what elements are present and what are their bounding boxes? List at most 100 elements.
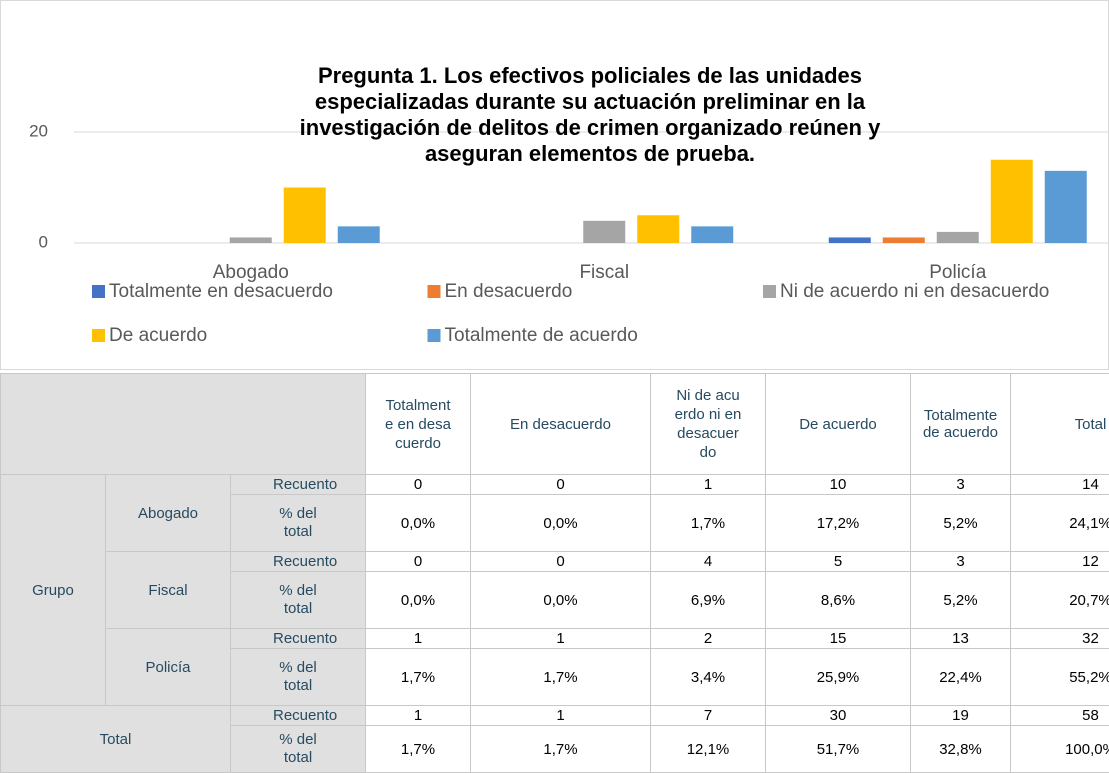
- x-tick-label: Fiscal: [579, 262, 629, 283]
- row-label: Recuento: [230, 474, 366, 495]
- cell: 1: [365, 628, 471, 649]
- group-label: Grupo: [0, 474, 106, 706]
- row-label-text: % del total: [279, 659, 317, 694]
- cell: 32,8%: [910, 725, 1011, 773]
- data-row: Total Recuento 1 1 7 30 19 58: [0, 705, 1109, 773]
- cell: 0,0%: [365, 494, 471, 552]
- cell: 0,0%: [470, 571, 651, 629]
- row-label-text: % del total: [279, 505, 317, 540]
- cell: 7: [650, 705, 766, 726]
- cell: 4: [650, 551, 766, 572]
- cell: 19: [910, 705, 1011, 726]
- legend-label: Totalmente en desacuerdo: [109, 281, 333, 302]
- cell: 1,7%: [365, 725, 471, 773]
- row-label: Recuento: [230, 628, 366, 649]
- row-label-text: % del total: [279, 582, 317, 617]
- column-header: Total: [1010, 373, 1109, 475]
- cell: 1,7%: [470, 648, 651, 706]
- x-tick-label: Abogado: [213, 262, 289, 283]
- data-row: Policía Recuento 1 1 2 15 13 32: [1, 628, 1109, 706]
- row-label: % del total: [230, 571, 366, 629]
- row-label-text: Recuento: [273, 552, 338, 570]
- cell: 12: [1010, 551, 1109, 572]
- data-row: % del total 1,7% 1,7% 3,4% 25,9% 22,4% 55,2%: [1, 648, 1109, 706]
- crosstab: Totalmente en desacuerdo En desacuerdo Ni …: [0, 373, 1109, 773]
- cell: 2: [650, 628, 766, 649]
- cell: 1: [470, 628, 651, 649]
- y-tick-label: 0: [39, 232, 48, 251]
- cell: 58: [1010, 705, 1109, 726]
- data-row: % del total 0,0% 0,0% 1,7% 17,2% 5,2% 24,1%: [1, 494, 1109, 552]
- column-header-text: De acuerdo: [799, 415, 877, 433]
- subgroup-label: Fiscal: [105, 551, 231, 629]
- bar: [828, 237, 871, 243]
- row-label-text: Recuento: [273, 706, 338, 724]
- cell: 10: [765, 474, 911, 495]
- cell: 30: [765, 705, 911, 726]
- row-label: % del total: [230, 648, 366, 706]
- legend-swatch: [427, 285, 441, 298]
- cell: 22,4%: [910, 648, 1011, 706]
- row-label-text: % del total: [279, 731, 317, 766]
- cell: 32: [1010, 628, 1109, 649]
- bar: [1044, 170, 1087, 243]
- cell: 0,0%: [365, 571, 471, 629]
- bar: [283, 187, 326, 243]
- column-header: Totalmente en desacuerdo: [365, 373, 471, 475]
- cell: 14: [1010, 474, 1109, 495]
- cell: 8,6%: [765, 571, 911, 629]
- cell: 25,9%: [765, 648, 911, 706]
- cell: 5: [765, 551, 911, 572]
- column-header-text: En desacuerdo: [510, 415, 611, 433]
- total-label: Total: [0, 705, 231, 773]
- column-header-text: Total: [1074, 415, 1107, 433]
- legend-swatch: [763, 285, 776, 298]
- column-header: En desacuerdo: [470, 373, 651, 475]
- bar: [691, 226, 734, 243]
- legend-swatch: [92, 285, 105, 298]
- bar: [882, 237, 925, 243]
- bar: [229, 237, 272, 243]
- cell: 1,7%: [470, 725, 651, 773]
- cell: 15: [765, 628, 911, 649]
- y-tick-label: 20: [29, 121, 48, 140]
- cell: 1: [650, 474, 766, 495]
- data-row: % del total 0,0% 0,0% 6,9% 8,6% 5,2% 20,7%: [1, 571, 1109, 629]
- legend-label: De acuerdo: [109, 325, 207, 346]
- cell: 1,7%: [650, 494, 766, 552]
- cell: 0: [470, 474, 651, 495]
- subgroup-label: Abogado: [105, 474, 231, 552]
- cell: 6,9%: [650, 571, 766, 629]
- column-header: De acuerdo: [765, 373, 911, 475]
- chart-title: Pregunta 1. Los efectivos policiales de …: [300, 63, 881, 166]
- row-label: % del total: [230, 494, 366, 552]
- legend-label: Ni de acuerdo ni en desacuerdo: [780, 281, 1049, 302]
- cell: 1: [470, 705, 651, 726]
- bar: [990, 159, 1033, 243]
- row-label: Recuento: [230, 551, 366, 572]
- column-header-text: Totalmente en desacuerdo: [385, 396, 451, 452]
- bar: [637, 215, 680, 243]
- row-label: % del total: [230, 725, 366, 773]
- cell: 51,7%: [765, 725, 911, 773]
- cell: 0,0%: [470, 494, 651, 552]
- column-header-text: Totalmente de acuerdo: [922, 407, 999, 441]
- cell: 1: [365, 705, 471, 726]
- x-tick-label: Policía: [929, 262, 986, 283]
- cell: 5,2%: [910, 494, 1011, 552]
- legend-swatch: [427, 329, 441, 342]
- cell: 0: [470, 551, 651, 572]
- cell: 13: [910, 628, 1011, 649]
- cell: 3: [910, 551, 1011, 572]
- cell: 17,2%: [765, 494, 911, 552]
- cell: 12,1%: [650, 725, 766, 773]
- header-row: Totalmente en desacuerdo En desacuerdo Ni …: [0, 373, 1109, 475]
- cell: 3,4%: [650, 648, 766, 706]
- chart-frame: [0, 0, 1109, 370]
- cell: 0: [365, 474, 471, 495]
- column-header-text: Ni de acuerdo ni en desacuerdo: [674, 387, 742, 461]
- data-row: Grupo Abogado Recuento 0 0 1 10 3 14: [0, 474, 1109, 706]
- bar: [936, 231, 979, 243]
